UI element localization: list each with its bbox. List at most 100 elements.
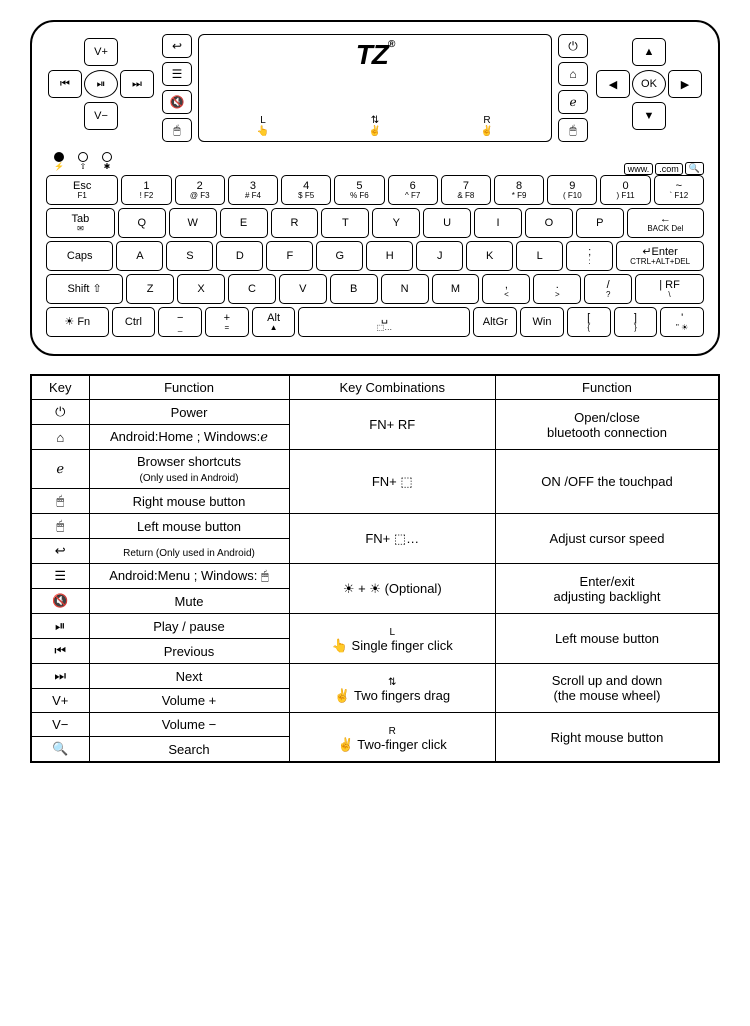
key-x[interactable]: X [177, 274, 225, 304]
key-u[interactable]: U [423, 208, 471, 238]
ok-button[interactable]: OK [632, 70, 666, 98]
key-j[interactable]: J [416, 241, 463, 271]
key-b[interactable]: B [330, 274, 378, 304]
key-k[interactable]: K [466, 241, 513, 271]
key-c[interactable]: C [228, 274, 276, 304]
home-button[interactable]: ⌂ [558, 62, 588, 86]
key-[interactable]: /? [584, 274, 632, 304]
legend-combo: R✌ Two-finger click [289, 713, 495, 763]
key-n[interactable]: N [381, 274, 429, 304]
key-4[interactable]: 4$ F5 [281, 175, 331, 205]
key-3[interactable]: 3# F4 [228, 175, 278, 205]
key-a[interactable]: A [116, 241, 163, 271]
legend-function: Volume − [89, 713, 289, 737]
key-9[interactable]: 9( F10 [547, 175, 597, 205]
legend-combo-function: Adjust cursor speed [495, 514, 719, 564]
key-q[interactable]: Q [118, 208, 166, 238]
key-tab[interactable]: Tab✉ [46, 208, 115, 238]
legend-symbol: ℯ [31, 450, 89, 489]
key-m[interactable]: M [432, 274, 480, 304]
key-rf[interactable]: | RF\ [635, 274, 704, 304]
key-esc[interactable]: EscF1 [46, 175, 118, 205]
key-[interactable]: ,< [482, 274, 530, 304]
key-[interactable]: ←BACK Del [627, 208, 704, 238]
vol-down-button[interactable]: V− [84, 102, 118, 130]
key-r[interactable]: R [271, 208, 319, 238]
key-t[interactable]: T [321, 208, 369, 238]
legend-symbol: 🔍 [31, 737, 89, 763]
browser-button[interactable]: ℯ [558, 90, 588, 114]
qwerty-keyboard: EscF11! F22@ F33# F44$ F55% F66^ F77& F8… [46, 175, 704, 337]
key-[interactable]: += [205, 307, 249, 337]
legend-symbol: ⏻ [31, 400, 89, 425]
key-shift[interactable]: Shift ⇧ [46, 274, 123, 304]
nav-right-button[interactable]: ▶ [668, 70, 702, 98]
key-8[interactable]: 8* F9 [494, 175, 544, 205]
legend-combo-function: Right mouse button [495, 713, 719, 763]
key-v[interactable]: V [279, 274, 327, 304]
key-y[interactable]: Y [372, 208, 420, 238]
key-i[interactable]: I [474, 208, 522, 238]
key-l[interactable]: L [516, 241, 563, 271]
nav-left-button[interactable]: ◀ [596, 70, 630, 98]
play-pause-button[interactable]: ⏯ [84, 70, 118, 98]
key-h[interactable]: H [366, 241, 413, 271]
search-button[interactable]: 🔍 [685, 162, 704, 175]
key-[interactable]: ~` F12 [654, 175, 704, 205]
th-key: Key [31, 375, 89, 400]
return-button[interactable]: ↩ [162, 34, 192, 58]
key-alt[interactable]: Alt▲ [252, 307, 296, 337]
vol-up-button[interactable]: V+ [84, 38, 118, 66]
key-1[interactable]: 1! F2 [121, 175, 171, 205]
key-7[interactable]: 7& F8 [441, 175, 491, 205]
next-button[interactable]: ⏭ [120, 70, 154, 98]
menu-button[interactable]: ☰ [162, 62, 192, 86]
key-[interactable]: [{ [567, 307, 611, 337]
key-5[interactable]: 5% F6 [334, 175, 384, 205]
th-function: Function [89, 375, 289, 400]
key-s[interactable]: S [166, 241, 213, 271]
power-button[interactable]: ⏻ [558, 34, 588, 58]
status-leds: ⚡ ⇧ ✱ [54, 152, 112, 171]
key-o[interactable]: O [525, 208, 573, 238]
key-g[interactable]: G [316, 241, 363, 271]
legend-combo: FN+ RF [289, 400, 495, 450]
key-6[interactable]: 6^ F7 [388, 175, 438, 205]
legend-function: Return (Only used in Android) [89, 539, 289, 564]
key-z[interactable]: Z [126, 274, 174, 304]
left-shortcut-column: ↩ ☰ 🔇 🖱 [162, 34, 192, 142]
key-[interactable]: .> [533, 274, 581, 304]
www-button[interactable]: www. [624, 163, 654, 175]
key-win[interactable]: Win [520, 307, 564, 337]
nav-up-button[interactable]: ▲ [632, 38, 666, 66]
key-0[interactable]: 0) F11 [600, 175, 650, 205]
key-altgr[interactable]: AltGr [473, 307, 517, 337]
legend-symbol: ⌂ [31, 425, 89, 450]
legend-combo-function: Enter/exitadjusting backlight [495, 564, 719, 614]
key-f[interactable]: F [266, 241, 313, 271]
key-[interactable]: '" ☀ [660, 307, 704, 337]
nav-down-button[interactable]: ▼ [632, 102, 666, 130]
touchpad[interactable]: TZ® L👆 ⇅✌ R✌ [198, 34, 552, 142]
key-d[interactable]: D [216, 241, 263, 271]
legend-combo-function: Open/closebluetooth connection [495, 400, 719, 450]
key-enter[interactable]: ↵EnterCTRL+ALT+DEL [616, 241, 704, 271]
mouse-right-button[interactable]: 🖱 [558, 118, 588, 142]
key-[interactable]: ;: [566, 241, 613, 271]
key-e[interactable]: E [220, 208, 268, 238]
key-2[interactable]: 2@ F3 [175, 175, 225, 205]
key-[interactable]: ]} [614, 307, 658, 337]
key-p[interactable]: P [576, 208, 624, 238]
key-ctrl[interactable]: Ctrl [112, 307, 156, 337]
mouse-left-button[interactable]: 🖱 [162, 118, 192, 142]
legend-function: Browser shortcuts(Only used in Android) [89, 450, 289, 489]
key-caps[interactable]: Caps [46, 241, 113, 271]
mute-button[interactable]: 🔇 [162, 90, 192, 114]
key-[interactable]: ␣⬚… [298, 307, 470, 337]
key-w[interactable]: W [169, 208, 217, 238]
com-button[interactable]: .com [655, 163, 683, 175]
key-[interactable]: −_ [158, 307, 202, 337]
prev-button[interactable]: ⏮ [48, 70, 82, 98]
key-fn[interactable]: ☀ Fn [46, 307, 109, 337]
th-function2: Function [495, 375, 719, 400]
